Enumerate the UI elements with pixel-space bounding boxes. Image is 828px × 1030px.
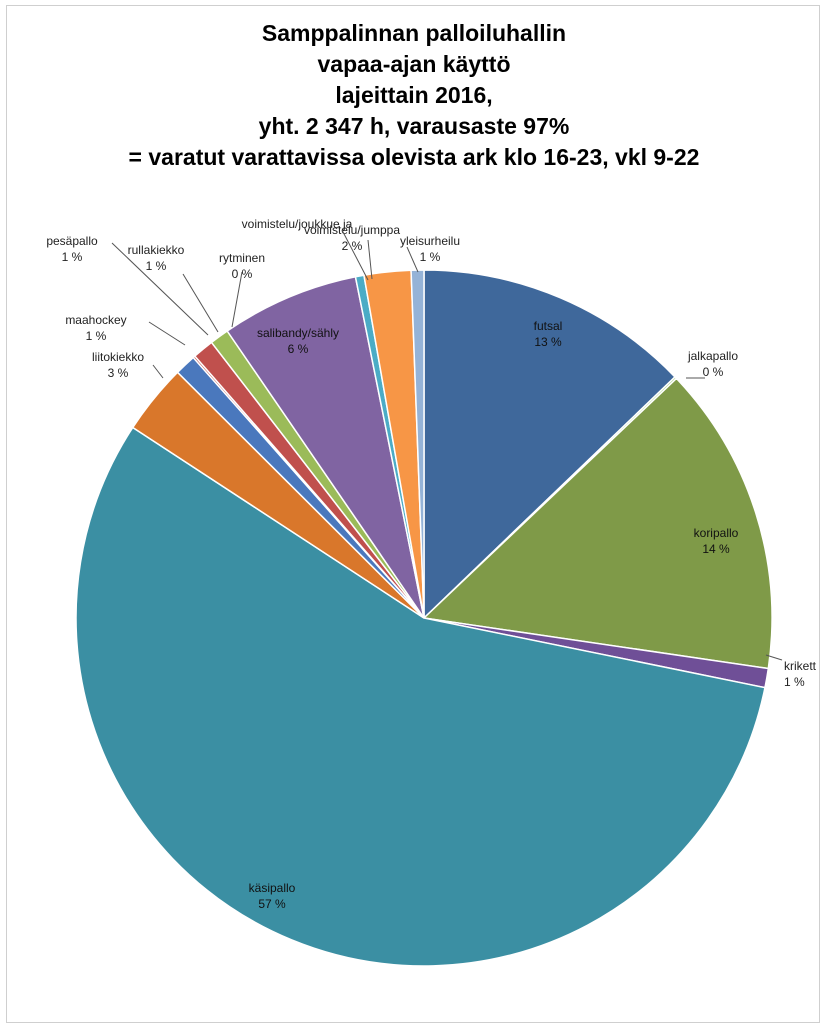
slice-name-label: yleisurheilu xyxy=(400,234,460,248)
pie-slice-futsal xyxy=(423,269,677,620)
slice-name-label: maahockey xyxy=(65,313,126,327)
label-leader-line xyxy=(341,229,369,281)
slice-name-label: salibandy/sähly xyxy=(257,326,339,340)
slice-percent-label: 6 % xyxy=(288,342,309,356)
slice-name-label: pesäpallo xyxy=(46,234,98,248)
slice-percent-label: 57 % xyxy=(258,897,286,911)
slice-label-12: voimistelu/joukkue ja xyxy=(242,217,369,281)
label-leader-line xyxy=(367,239,373,280)
slice-percent-label: 1 % xyxy=(62,250,83,264)
slice-percent-label: 14 % xyxy=(702,542,730,556)
slice-percent-label: 1 % xyxy=(420,250,441,264)
slice-name-label: voimistelu/jumppa xyxy=(304,223,400,237)
pie-slice-salibandy-sähly xyxy=(226,275,425,619)
slice-percent-label: 13 % xyxy=(534,335,562,349)
label-leader-line xyxy=(152,364,164,379)
chart-title: Samppalinnan palloiluhallin vapaa-ajan k… xyxy=(0,18,828,173)
slice-label-5: liitokiekko 3 % xyxy=(92,350,164,380)
slice-label-11: voimistelu/jumppa 2 % xyxy=(304,223,400,280)
label-leader-line xyxy=(148,321,186,346)
label-leader-line xyxy=(231,271,243,328)
slice-label-0: futsal 13 % xyxy=(534,319,563,349)
slice-label-9: rytminen 0 % xyxy=(219,251,265,328)
slice-percent-label: 1 % xyxy=(784,675,805,689)
slice-percent-label: 2 % xyxy=(342,239,363,253)
title-line-4: yht. 2 347 h, varausaste 97% xyxy=(258,113,570,139)
slice-percent-label: 0 % xyxy=(703,365,724,379)
slice-label-7: pesäpallo 1 % xyxy=(46,234,209,336)
slice-name-label: rullakiekko xyxy=(128,243,185,257)
pie-slice-koripallo xyxy=(422,377,773,670)
slice-name-label: rytminen xyxy=(219,251,265,265)
slice-percent-label: 3 % xyxy=(108,366,129,380)
label-leader-line xyxy=(406,246,419,273)
slice-name-label: jalkapallo xyxy=(687,349,738,363)
slice-label-4: käsipallo 57 % xyxy=(249,881,296,911)
title-line-3: lajeittain 2016, xyxy=(335,82,493,108)
slice-name-label: futsal xyxy=(534,319,563,333)
slice-label-3: krikett 1 % xyxy=(765,654,817,689)
slice-label-2: koripallo 14 % xyxy=(694,526,739,556)
slice-label-1: jalkapallo 0 % xyxy=(686,349,738,379)
slice-name-label: krikett xyxy=(784,659,817,673)
slice-percent-label: 1 % xyxy=(86,329,107,343)
slice-percent-label: 1 % xyxy=(146,259,167,273)
slice-label-13: yleisurheilu 1 % xyxy=(400,234,460,273)
label-leader-line xyxy=(182,273,219,333)
pie-slice-käsipallo xyxy=(75,426,766,967)
slice-label-10: salibandy/sähly 6 % xyxy=(257,326,339,356)
slice-label-8: rullakiekko 1 % xyxy=(128,243,219,333)
slice-label-6: maahockey 1 % xyxy=(65,313,186,346)
slice-name-label: käsipallo xyxy=(249,881,296,895)
slice-name-label: voimistelu/joukkue ja xyxy=(242,217,353,231)
label-leader-line xyxy=(111,242,209,336)
title-line-1: Samppalinnan palloiluhallin xyxy=(261,20,567,46)
title-line-5: = varatut varattavissa olevista ark klo … xyxy=(128,144,700,170)
label-leader-line xyxy=(765,654,783,661)
title-line-2: vapaa-ajan käyttö xyxy=(317,51,511,77)
slice-name-label: koripallo xyxy=(694,526,739,540)
slice-percent-label: 0 % xyxy=(232,267,253,281)
slice-name-label: liitokiekko xyxy=(92,350,144,364)
